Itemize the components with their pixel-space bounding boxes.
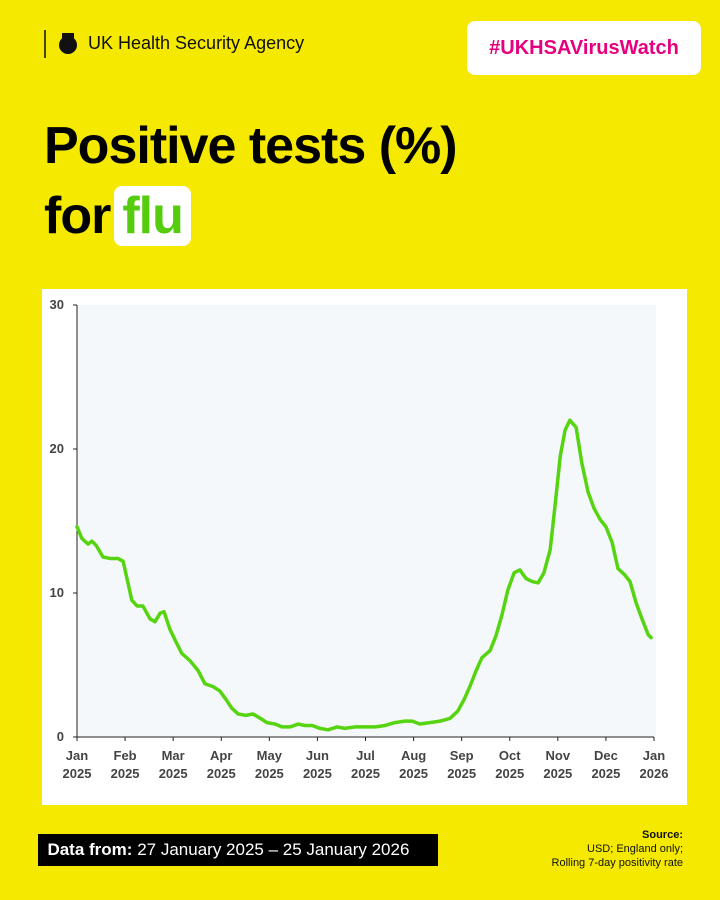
title-line2: for flu — [44, 186, 191, 246]
x-tick-label: Sep 2025 — [447, 748, 477, 781]
hashtag-box: #UKHSAVirusWatch — [467, 21, 701, 75]
x-tick-label: May 2025 — [254, 748, 284, 781]
x-tick-label: Apr 2025 — [206, 748, 236, 781]
y-tick-label: 0 — [57, 729, 64, 744]
title-highlight: flu — [114, 186, 191, 246]
x-tick-label: Jul 2025 — [351, 748, 380, 781]
source: Source: USD; England only; Rolling 7-day… — [552, 828, 683, 870]
source-line: Rolling 7-day positivity rate — [551, 857, 683, 869]
plot-area — [77, 305, 656, 737]
x-tick-label: Feb 2025 — [110, 748, 140, 781]
x-tick-label: Jun 2025 — [302, 748, 332, 781]
x-tick-label: Nov 2025 — [543, 748, 573, 781]
x-tick-label: Dec 2025 — [591, 748, 621, 781]
title: Positive tests (%) — [44, 117, 458, 175]
data-label: Data from: — [47, 840, 133, 859]
logo — [44, 30, 77, 58]
x-tick-label: Mar 2025 — [158, 748, 188, 781]
hashtag: #UKHSAVirusWatch — [489, 37, 679, 59]
source-line: USD; England only; — [587, 843, 683, 855]
y-tick-label: 30 — [50, 297, 64, 312]
x-tick-label: Oct 2025 — [495, 748, 525, 781]
x-tick-label: Jan 2026 — [639, 748, 669, 781]
source-label: Source: — [642, 829, 683, 841]
title-prefix: for — [44, 187, 111, 245]
org-name: UK Health Security Agency — [88, 33, 305, 53]
x-tick-label: Jan 2025 — [62, 748, 92, 781]
y-tick-label: 20 — [50, 441, 64, 456]
date-range: 27 January 2025 – 25 January 2026 — [137, 840, 410, 859]
chart-panel: 0 10 20 30 Jan 2025 Feb 2025 Mar 2025 Apr 2025… — [42, 289, 687, 805]
data-range: Data from: 27 January 2025 – 25 January … — [38, 834, 438, 866]
y-tick-label: 10 — [50, 585, 64, 600]
x-tick-label: Aug 2025 — [399, 748, 429, 781]
data-line — [75, 418, 653, 732]
chart: 0 10 20 30 — [50, 297, 656, 744]
